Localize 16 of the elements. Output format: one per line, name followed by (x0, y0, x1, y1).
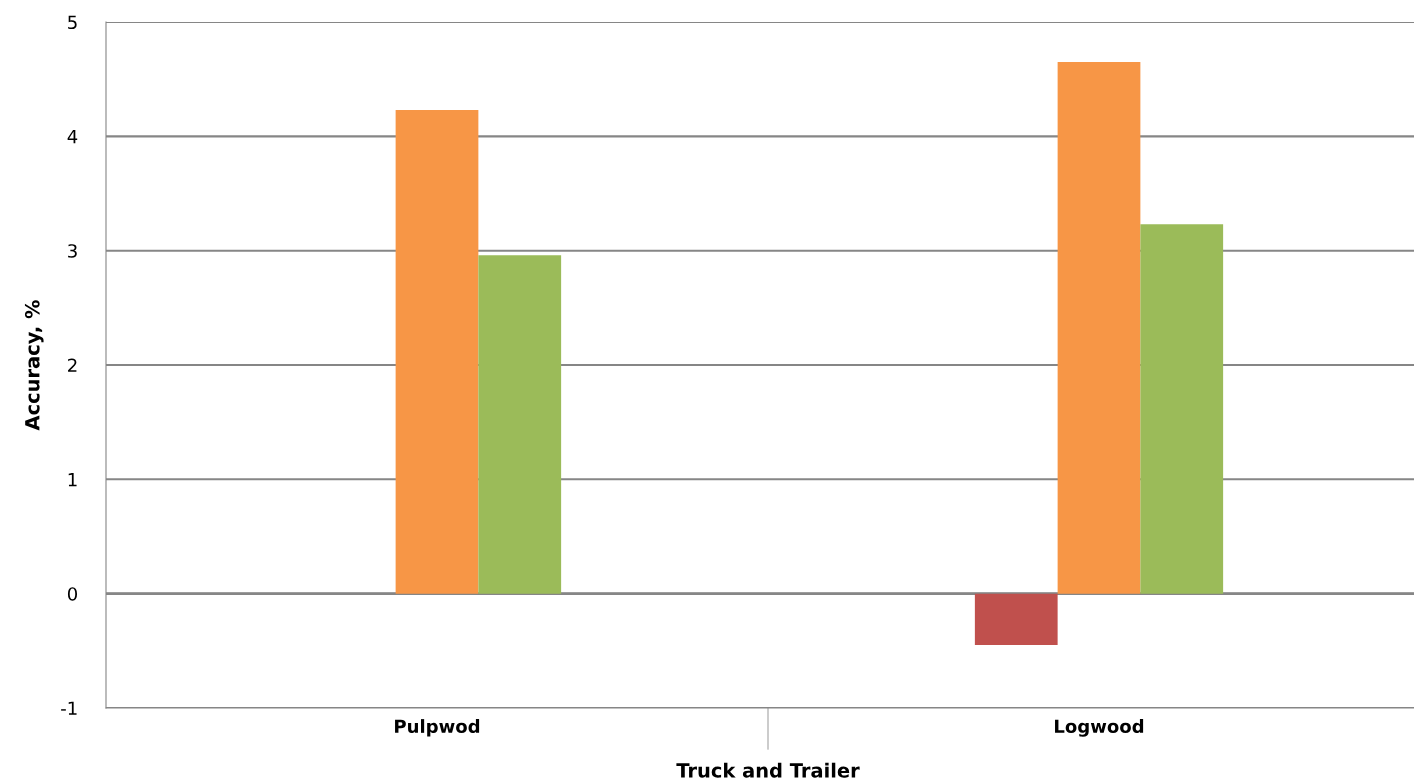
bar (974, 593, 1058, 646)
x-tick-label: Pulpwod (395, 719, 480, 737)
y-tick-label: 2 (68, 358, 77, 372)
y-tick-label: 4 (67, 130, 78, 144)
bar (1057, 62, 1141, 594)
bar (478, 255, 562, 594)
y-tick-label: 3 (68, 244, 77, 258)
y-tick-label: 1 (68, 473, 77, 487)
bar (1140, 224, 1224, 594)
y-tick-label: 5 (68, 15, 77, 30)
y-tick-label: -1 (61, 701, 77, 715)
x-tick-label: Logwood (1055, 719, 1144, 737)
y-tick-label: 0 (67, 587, 78, 601)
y-axis-title: Accuracy, % (24, 300, 44, 431)
x-axis-title: Truck and Trailer (676, 762, 860, 778)
bar (395, 110, 479, 594)
